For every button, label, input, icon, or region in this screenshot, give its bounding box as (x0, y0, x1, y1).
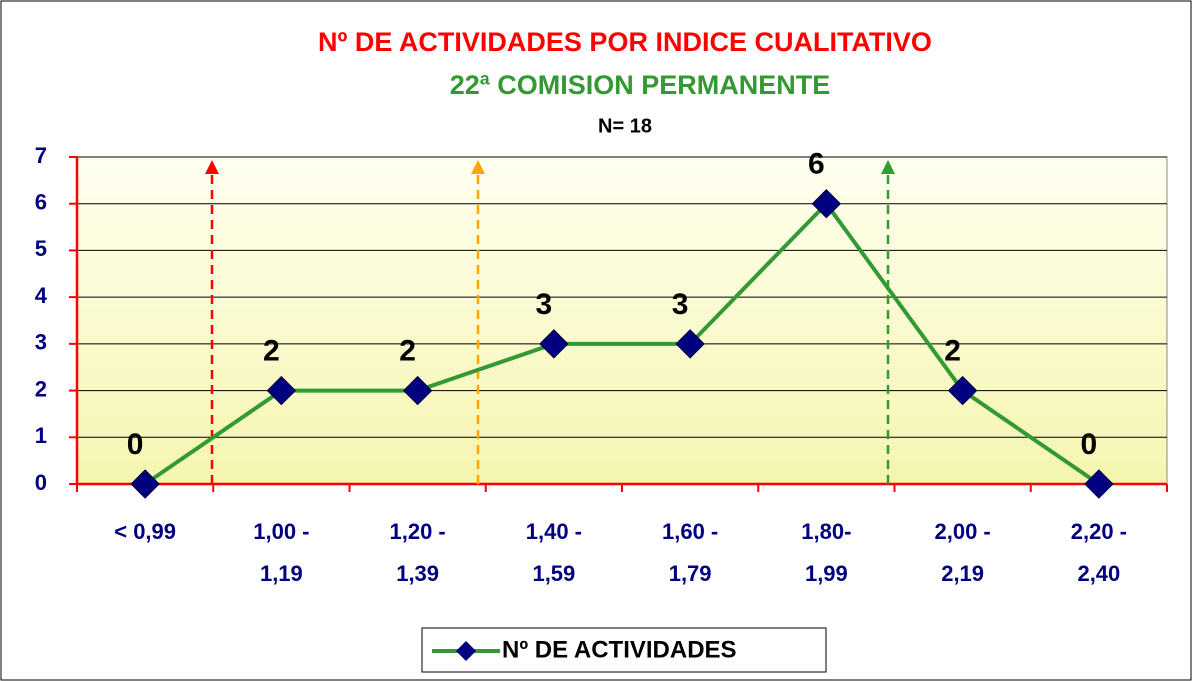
legend-entries: Nº DE ACTIVIDADES (432, 636, 737, 663)
y-tick-label: 3 (35, 330, 47, 355)
threshold-arrows (205, 160, 895, 484)
x-tick-label: 2,00 -2,19 (934, 519, 990, 586)
y-tick-label: 6 (35, 190, 47, 215)
point (402, 375, 433, 406)
arrow-head (881, 160, 895, 174)
point (130, 469, 160, 499)
point (266, 375, 297, 406)
annotation: N= 18 (598, 115, 652, 137)
legend-marker (456, 641, 476, 661)
data-label: 0 (127, 428, 144, 461)
x-tick-label: 2,20 -2,40 (1071, 519, 1127, 586)
data-label: 3 (536, 288, 553, 321)
point (947, 375, 978, 406)
y-tick-label: 5 (35, 236, 47, 261)
x-tick-label: 1,60 -1,79 (662, 519, 718, 586)
data-label: 2 (944, 334, 961, 367)
grid (69, 156, 1168, 492)
arrow-head (471, 160, 485, 174)
plot-area (76, 156, 1168, 485)
x-tick-label: 1,00 -1,19 (253, 519, 309, 586)
point (539, 329, 569, 359)
data-label: 2 (263, 334, 280, 367)
y-tick-label: 1 (35, 423, 47, 448)
y-tick-label: 2 (35, 376, 47, 401)
x-tick-label: 1,20 -1,39 (389, 519, 445, 586)
chart-title: Nº DE ACTIVIDADES POR INDICE CUALITATIVO (318, 27, 932, 57)
y-tick-label: 4 (35, 283, 48, 308)
data-label: 2 (399, 334, 416, 367)
series (130, 189, 1114, 499)
arrow-head (205, 160, 219, 174)
x-tick-label: 1,80-1,99 (801, 519, 851, 586)
data-label: 6 (808, 148, 825, 181)
data-label: 3 (672, 288, 689, 321)
chart-subtitle: 22ª COMISION PERMANENTE (450, 70, 831, 100)
y-tick-label: 7 (35, 143, 47, 168)
data-label: 0 (1081, 428, 1098, 461)
point (675, 329, 705, 359)
series-line (143, 201, 1101, 486)
x-tick-label: < 0,99 (114, 519, 176, 544)
point (811, 189, 842, 219)
point (1084, 469, 1114, 499)
y-tick-label: 0 (35, 470, 47, 495)
x-tick-label: 1,40 -1,59 (526, 519, 582, 586)
legend-label: Nº DE ACTIVIDADES (502, 636, 737, 663)
